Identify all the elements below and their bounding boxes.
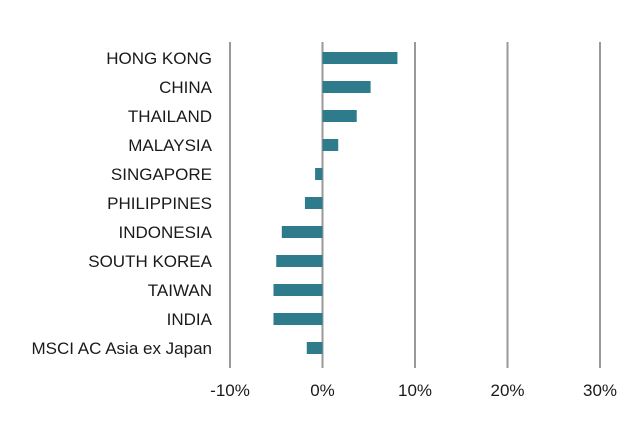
bar [306, 342, 323, 354]
category-label: SOUTH KOREA [88, 252, 212, 271]
category-label: MALAYSIA [128, 136, 212, 155]
bar [304, 197, 323, 209]
x-tick-labels: -10% 0% 10% 20% 30% [210, 381, 617, 400]
x-tick-label: 20% [490, 381, 524, 400]
bar [322, 52, 398, 64]
category-labels: HONG KONG CHINA THAILAND MALAYSIA SINGAPORE P… [32, 49, 213, 358]
category-label: INDIA [167, 310, 213, 329]
bar [315, 168, 323, 180]
bar [273, 284, 323, 296]
bar [322, 139, 339, 151]
bar [322, 110, 357, 122]
category-label: SINGAPORE [111, 165, 212, 184]
category-label: INDONESIA [118, 223, 212, 242]
x-tick-label: -10% [210, 381, 250, 400]
x-tick-label: 0% [310, 381, 335, 400]
category-label: THAILAND [128, 107, 212, 126]
bar [322, 81, 371, 93]
category-label: TAIWAN [148, 281, 212, 300]
x-tick-label: 30% [583, 381, 617, 400]
bar [281, 226, 323, 238]
bar [276, 255, 323, 267]
bars [273, 52, 398, 354]
category-label: CHINA [159, 78, 213, 97]
bar [273, 313, 323, 325]
x-tick-label: 10% [398, 381, 432, 400]
category-label: HONG KONG [106, 49, 212, 68]
category-label: PHILIPPINES [107, 194, 212, 213]
category-label: MSCI AC Asia ex Japan [32, 339, 212, 358]
